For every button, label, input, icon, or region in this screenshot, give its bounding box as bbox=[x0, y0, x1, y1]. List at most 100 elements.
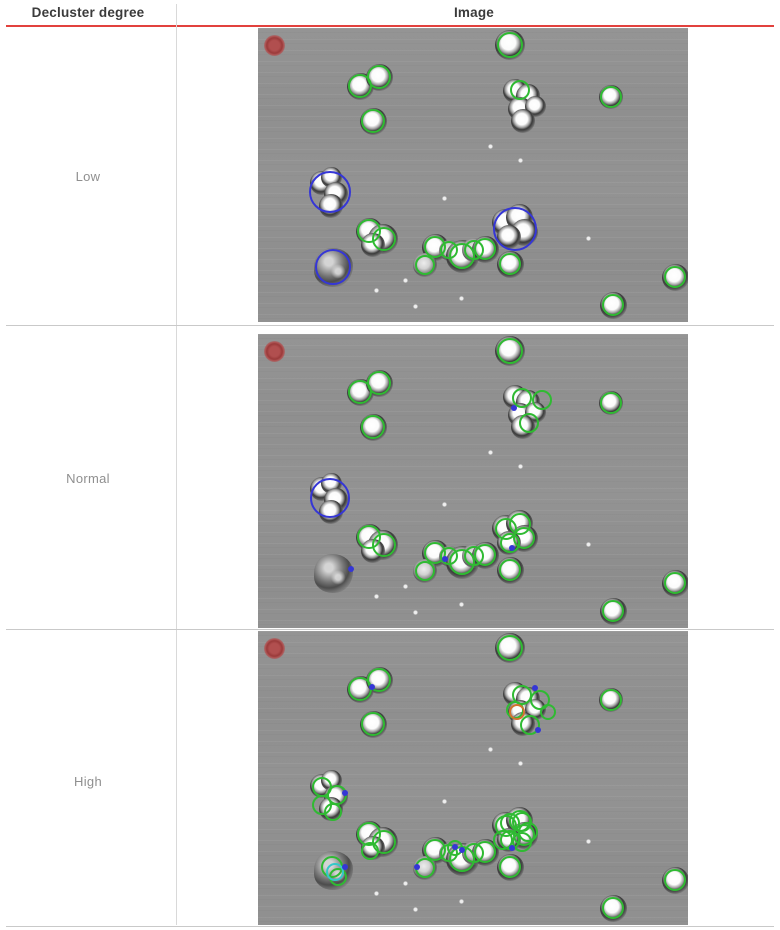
cluster-dot-blue bbox=[509, 545, 515, 551]
detection-ring-green bbox=[520, 715, 540, 735]
background-speck bbox=[458, 295, 464, 301]
background-speck bbox=[458, 601, 464, 607]
detection-ring-green bbox=[512, 388, 532, 408]
background-speck bbox=[517, 463, 523, 469]
detection-ring-green bbox=[324, 803, 342, 821]
detection-ring-green bbox=[664, 266, 686, 288]
cluster-dot-blue bbox=[535, 727, 541, 733]
background-speck bbox=[487, 449, 493, 455]
background-speck bbox=[585, 541, 591, 547]
background-speck bbox=[458, 898, 464, 904]
background-speck bbox=[412, 609, 418, 615]
detection-ring-green bbox=[361, 842, 379, 860]
background-speck bbox=[373, 287, 379, 293]
microscopy-image-low bbox=[258, 28, 688, 322]
detection-ring-green bbox=[497, 635, 523, 661]
background-speck bbox=[585, 838, 591, 844]
row-label-low: Low bbox=[75, 169, 101, 184]
detection-ring-green bbox=[512, 832, 532, 852]
background-speck bbox=[412, 906, 418, 912]
detection-ring-green bbox=[600, 689, 622, 711]
cell-blob bbox=[511, 109, 535, 133]
cluster-dot-blue bbox=[452, 844, 458, 850]
background-speck bbox=[441, 798, 447, 804]
row-separator bbox=[6, 629, 774, 630]
detection-ring-green bbox=[602, 600, 624, 622]
detection-ring-green bbox=[499, 856, 521, 878]
cluster-dot-blue bbox=[509, 845, 515, 851]
detection-ring-green bbox=[532, 390, 552, 410]
column-divider bbox=[176, 4, 177, 925]
detection-ring-green bbox=[372, 227, 396, 251]
background-speck bbox=[402, 277, 408, 283]
background-speck bbox=[517, 157, 523, 163]
detection-ring-green bbox=[367, 668, 391, 692]
row-separator bbox=[6, 325, 774, 326]
cluster-dot-blue bbox=[342, 790, 348, 796]
detection-ring-green bbox=[361, 712, 385, 736]
row-separator bbox=[6, 926, 774, 927]
background-speck bbox=[585, 235, 591, 241]
detection-ring-green bbox=[664, 572, 686, 594]
cluster-dot-blue bbox=[511, 405, 517, 411]
cluster-ring-blue bbox=[309, 171, 351, 213]
row-label-high: High bbox=[74, 774, 102, 789]
column-header-decluster-degree: Decluster degree bbox=[31, 5, 145, 20]
background-speck bbox=[487, 143, 493, 149]
detection-ring-green bbox=[415, 561, 435, 581]
cluster-dot-blue bbox=[369, 684, 375, 690]
background-speck bbox=[402, 583, 408, 589]
background-speck bbox=[441, 501, 447, 507]
detection-ring-green bbox=[497, 32, 523, 58]
detection-ring-green bbox=[415, 255, 435, 275]
background-speck bbox=[373, 593, 379, 599]
microscopy-image-high bbox=[258, 631, 688, 925]
background-speck bbox=[402, 880, 408, 886]
cluster-ring-blue bbox=[310, 478, 350, 518]
column-header-image: Image bbox=[453, 5, 495, 20]
cluster-dot-blue bbox=[342, 864, 348, 870]
detection-ring-green bbox=[499, 253, 521, 275]
cluster-ring-blue bbox=[315, 249, 351, 285]
background-speck bbox=[517, 760, 523, 766]
detection-ring-green bbox=[519, 413, 539, 433]
detection-ring-green bbox=[602, 897, 624, 919]
detection-ring-green bbox=[361, 415, 385, 439]
debris-blob bbox=[313, 553, 353, 593]
background-speck bbox=[373, 890, 379, 896]
red-marker-icon bbox=[263, 34, 285, 56]
cluster-dot-blue bbox=[442, 556, 448, 562]
background-speck bbox=[441, 195, 447, 201]
red-marker-icon bbox=[263, 637, 285, 659]
detection-ring-green bbox=[600, 392, 622, 414]
background-speck bbox=[412, 303, 418, 309]
detection-ring-green bbox=[474, 544, 496, 566]
row-label-normal: Normal bbox=[66, 471, 110, 486]
detection-ring-green bbox=[664, 869, 686, 891]
detection-ring-green bbox=[474, 841, 496, 863]
cluster-dot-blue bbox=[532, 685, 538, 691]
detection-ring-green bbox=[499, 559, 521, 581]
microscopy-image-normal bbox=[258, 334, 688, 628]
cluster-dot-blue bbox=[348, 566, 354, 572]
detection-ring-green bbox=[602, 294, 624, 316]
detection-ring-orange bbox=[509, 704, 525, 720]
cluster-dot-blue bbox=[459, 847, 465, 853]
detection-ring-green bbox=[497, 338, 523, 364]
detection-ring-green bbox=[367, 65, 391, 89]
detection-ring-green bbox=[361, 109, 385, 133]
detection-ring-green bbox=[500, 533, 520, 553]
red-marker-icon bbox=[263, 340, 285, 362]
detection-ring-green bbox=[372, 533, 396, 557]
detection-ring-green bbox=[367, 371, 391, 395]
cluster-ring-blue bbox=[493, 207, 537, 251]
background-speck bbox=[487, 746, 493, 752]
detection-ring-green bbox=[600, 86, 622, 108]
cluster-dot-blue bbox=[414, 864, 420, 870]
detection-ring-green bbox=[540, 704, 556, 720]
detection-ring-cyan bbox=[326, 863, 344, 881]
header-underline bbox=[6, 25, 774, 27]
detection-ring-green bbox=[474, 238, 496, 260]
detection-ring-green bbox=[510, 80, 530, 100]
